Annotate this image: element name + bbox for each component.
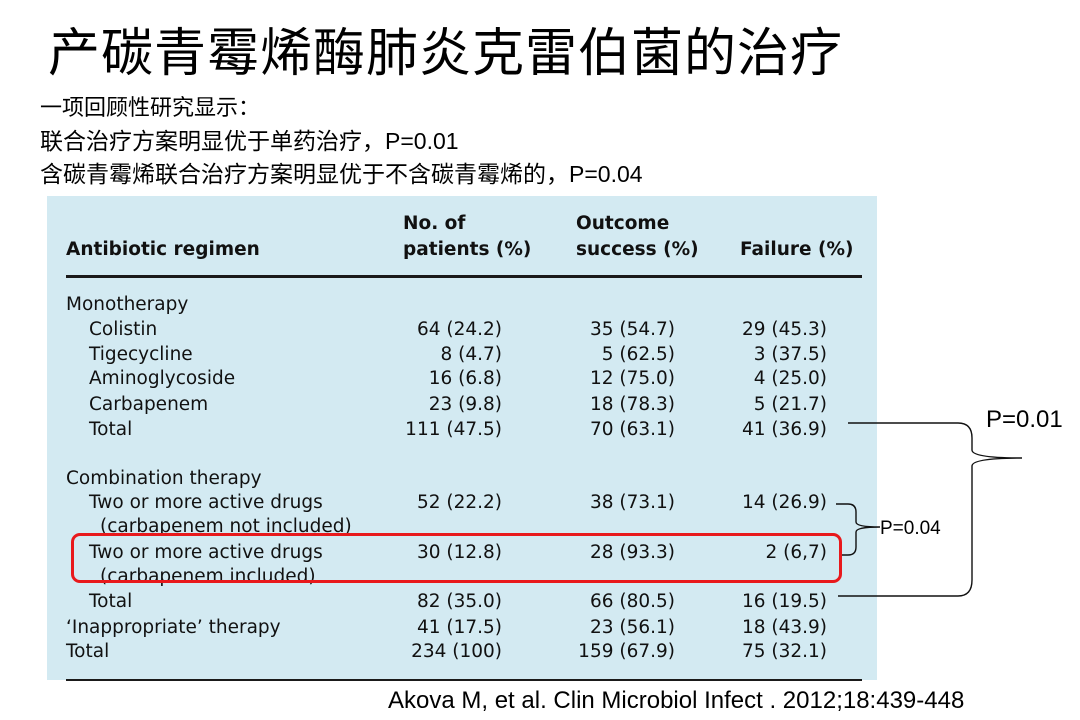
cell-failure-combo-with-carbapenem: 2 (6,7) bbox=[765, 542, 827, 563]
cell-success-combination-total: 66 (80.5) bbox=[589, 591, 675, 612]
header-failure: Failure (%) bbox=[740, 239, 854, 260]
row-label-tigecycline: Tigecycline bbox=[89, 344, 193, 365]
row-label-aminoglycoside: Aminoglycoside bbox=[89, 368, 236, 389]
cell-failure-aminoglycoside: 4 (25.0) bbox=[753, 368, 827, 389]
cell-patients-inappropriate: 41 (17.5) bbox=[416, 617, 502, 638]
header-patients-line1: No. of bbox=[403, 213, 466, 234]
cell-success-aminoglycoside: 12 (75.0) bbox=[589, 368, 675, 389]
table-bottom-rule bbox=[66, 679, 862, 681]
row-label-colistin: Colistin bbox=[89, 319, 158, 340]
p-value-carbapenem-included: P=0.04 bbox=[880, 518, 941, 539]
cell-patients-aminoglycoside: 16 (6.8) bbox=[428, 368, 502, 389]
cell-success-tigecycline: 5 (62.5) bbox=[601, 344, 675, 365]
cell-patients-combo-no-carbapenem: 52 (22.2) bbox=[416, 492, 502, 513]
finding-combination-line: 联合治疗方案明显优于单药治疗，P=0.01 bbox=[40, 128, 459, 154]
cell-success-grand-total: 159 (67.9) bbox=[578, 641, 675, 662]
cell-patients-tigecycline: 8 (4.7) bbox=[440, 344, 502, 365]
header-success-line1: Outcome bbox=[576, 213, 670, 234]
slide-title: 产碳青霉烯酶肺炎克雷伯菌的治疗 bbox=[48, 24, 844, 84]
header-patients-line2: patients (%) bbox=[403, 239, 532, 260]
row-label-grand-total: Total bbox=[66, 641, 110, 662]
row-label-carbapenem: Carbapenem bbox=[89, 394, 209, 415]
cell-success-monotherapy-total: 70 (63.1) bbox=[589, 419, 675, 440]
cell-failure-carbapenem: 5 (21.7) bbox=[753, 394, 827, 415]
row-label-monotherapy: Monotherapy bbox=[66, 294, 189, 315]
cell-patients-combo-with-carbapenem: 30 (12.8) bbox=[416, 542, 502, 563]
cell-patients-colistin: 64 (24.2) bbox=[416, 319, 502, 340]
cell-patients-grand-total: 234 (100) bbox=[411, 641, 502, 662]
intro-line: 一项回顾性研究显示： bbox=[40, 95, 261, 120]
finding-carbapenem-line: 含碳青霉烯联合治疗方案明显优于不含碳青霉烯的，P=0.04 bbox=[40, 161, 643, 187]
header-success-line2: success (%) bbox=[576, 239, 699, 260]
cell-failure-monotherapy-total: 41 (36.9) bbox=[741, 419, 827, 440]
bracket-p004 bbox=[836, 503, 881, 556]
cell-success-combo-no-carbapenem: 38 (73.1) bbox=[589, 492, 675, 513]
cell-success-colistin: 35 (54.7) bbox=[589, 319, 675, 340]
citation: Akova M, et al. Clin Microbiol Infect . … bbox=[388, 687, 965, 714]
cell-success-inappropriate: 23 (56.1) bbox=[589, 617, 675, 638]
table-header-rule bbox=[66, 275, 862, 278]
cell-failure-tigecycline: 3 (37.5) bbox=[753, 344, 827, 365]
header-regimen: Antibiotic regimen bbox=[66, 239, 260, 260]
cell-success-carbapenem: 18 (78.3) bbox=[589, 394, 675, 415]
row-label-combo-no-carbapenem: Two or more active drugs bbox=[89, 492, 323, 513]
cell-failure-colistin: 29 (45.3) bbox=[741, 319, 827, 340]
cell-success-combo-with-carbapenem: 28 (93.3) bbox=[589, 542, 675, 563]
cell-patients-carbapenem: 23 (9.8) bbox=[428, 394, 502, 415]
highlight-box-carbapenem-combination bbox=[71, 533, 842, 583]
cell-failure-grand-total: 75 (32.1) bbox=[741, 641, 827, 662]
cell-failure-combination-total: 16 (19.5) bbox=[741, 591, 827, 612]
cell-patients-combination-total: 82 (35.0) bbox=[416, 591, 502, 612]
cell-failure-inappropriate: 18 (43.9) bbox=[741, 617, 827, 638]
row-label-combo-with-carbapenem: Two or more active drugs bbox=[89, 542, 323, 563]
row-label-monotherapy-total: Total bbox=[89, 419, 133, 440]
cell-failure-combo-no-carbapenem: 14 (26.9) bbox=[741, 492, 827, 513]
row-label-combination: Combination therapy bbox=[66, 468, 262, 489]
bracket-p001 bbox=[838, 422, 1023, 597]
row-label-combination-total: Total bbox=[89, 591, 133, 612]
cell-patients-monotherapy-total: 111 (47.5) bbox=[405, 419, 502, 440]
p-value-combination-vs-mono: P=0.01 bbox=[986, 406, 1063, 433]
row-sublabel-combo-no-carbapenem: (carbapenem not included) bbox=[100, 516, 352, 537]
row-label-inappropriate: ‘Inappropriate’ therapy bbox=[66, 617, 281, 638]
